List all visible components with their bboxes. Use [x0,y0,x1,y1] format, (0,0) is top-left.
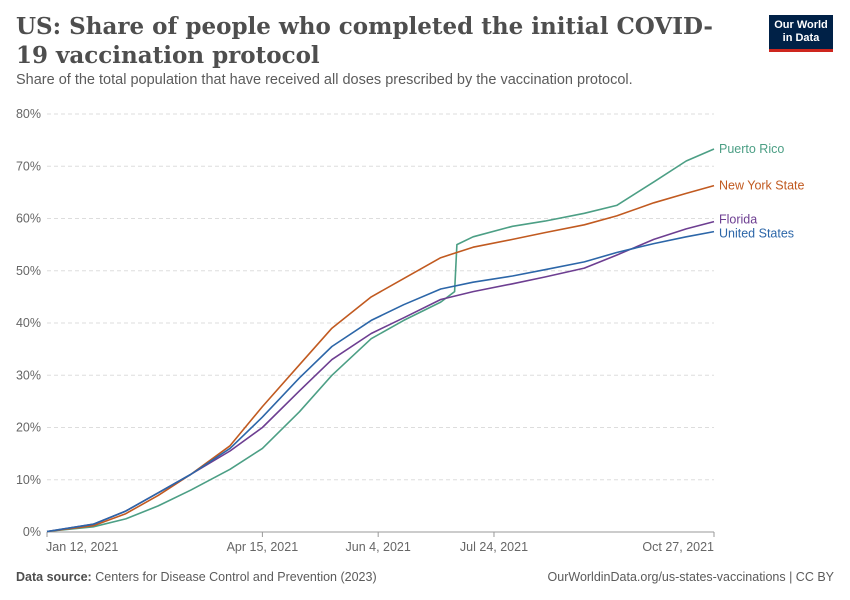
x-tick-label: Jun 4, 2021 [346,540,411,554]
series-line-puerto-rico [46,148,715,533]
y-tick-label: 80% [16,107,41,121]
series-label: United States [719,227,794,241]
x-tick-label: Jul 24, 2021 [460,540,528,554]
series-label: Puerto Rico [719,142,784,156]
chart-title: US: Share of people who completed the in… [16,13,713,69]
owid-logo[interactable]: Our World in Data [769,15,833,52]
series-label: New York State [719,179,805,193]
y-tick-label: 40% [16,316,41,330]
y-tick-label: 10% [16,473,41,487]
data-source-label: Data source: [16,570,92,584]
y-tick-label: 20% [16,421,41,435]
data-source: Data source: Centers for Disease Control… [16,570,377,584]
source-url-link[interactable]: OurWorldinData.org/us-states-vaccination… [547,570,834,584]
y-tick-label: 30% [16,368,41,382]
y-tick-label: 50% [16,264,41,278]
y-tick-label: 0% [23,525,41,539]
y-tick-label: 70% [16,159,41,173]
series-label: Florida [719,213,757,227]
x-tick-label: Jan 12, 2021 [46,540,118,554]
logo-line-2: in Data [782,32,820,44]
series-line-united-states [46,230,715,533]
x-tick-label: Apr 15, 2021 [227,540,299,554]
series-line-new-york-state [46,184,715,533]
data-source-text: Centers for Disease Control and Preventi… [95,570,377,584]
x-tick-label: Oct 27, 2021 [642,540,714,554]
series-line-florida [46,220,715,533]
chart-subtitle: Share of the total population that have … [16,72,633,88]
logo-line-1: Our World [774,19,828,31]
y-tick-label: 60% [16,212,41,226]
